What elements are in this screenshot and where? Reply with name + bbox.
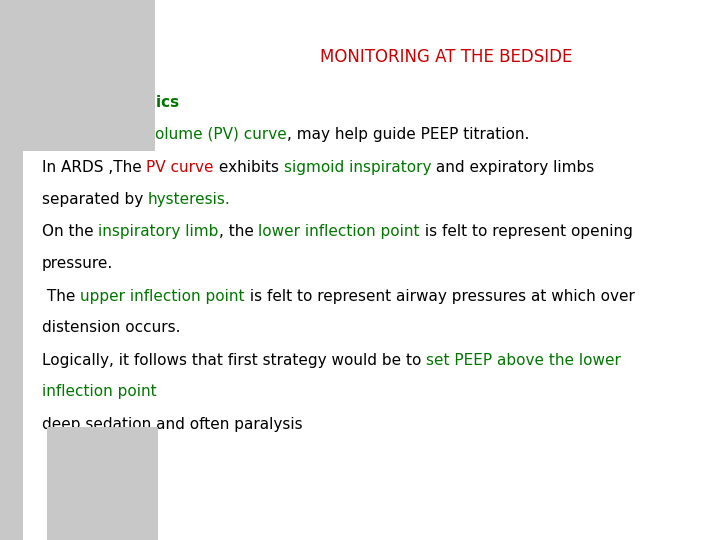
Text: hysteresis.: hysteresis. (148, 192, 230, 207)
Text: Lung Mechanics: Lung Mechanics (42, 94, 179, 110)
Text: PV curve: PV curve (146, 160, 214, 176)
Text: MONITORING AT THE BEDSIDE: MONITORING AT THE BEDSIDE (320, 48, 572, 66)
Text: separated by: separated by (42, 192, 148, 207)
Text: •: • (13, 94, 23, 112)
Text: , the: , the (219, 225, 258, 239)
Text: inspiratory limb: inspiratory limb (98, 225, 219, 239)
Text: Logically, it follows that first strategy would be to: Logically, it follows that first strateg… (42, 353, 426, 368)
Text: In ARDS ,The: In ARDS ,The (42, 160, 146, 176)
Text: sigmoid inspiratory: sigmoid inspiratory (284, 160, 431, 176)
Text: pressure–volume (PV) curve: pressure–volume (PV) curve (72, 127, 287, 143)
Text: •: • (13, 353, 23, 371)
Text: and expiratory limbs: and expiratory limbs (431, 160, 595, 176)
Text: deep sedation and often paralysis: deep sedation and often paralysis (42, 417, 302, 432)
Text: is felt to represent opening: is felt to represent opening (420, 225, 633, 239)
Text: pressure.: pressure. (42, 256, 113, 271)
Text: •: • (13, 160, 23, 178)
Text: The: The (42, 289, 80, 303)
Text: •: • (13, 289, 23, 307)
Text: •: • (13, 127, 23, 145)
Text: distension occurs.: distension occurs. (42, 320, 180, 335)
Text: is felt to represent airway pressures at which over: is felt to represent airway pressures at… (245, 289, 634, 303)
Text: lower inflection point: lower inflection point (258, 225, 420, 239)
Text: upper inflection point: upper inflection point (80, 289, 245, 303)
Text: On the: On the (42, 225, 98, 239)
Text: •: • (13, 417, 23, 435)
Text: the: the (42, 127, 72, 143)
Text: inflection point: inflection point (42, 384, 156, 399)
Text: , may help guide PEEP titration.: , may help guide PEEP titration. (287, 127, 529, 143)
Text: •: • (13, 225, 23, 242)
Text: set PEEP above the lower: set PEEP above the lower (426, 353, 621, 368)
Text: exhibits: exhibits (214, 160, 284, 176)
